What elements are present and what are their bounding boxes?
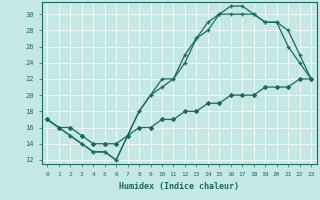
X-axis label: Humidex (Indice chaleur): Humidex (Indice chaleur) bbox=[119, 182, 239, 191]
